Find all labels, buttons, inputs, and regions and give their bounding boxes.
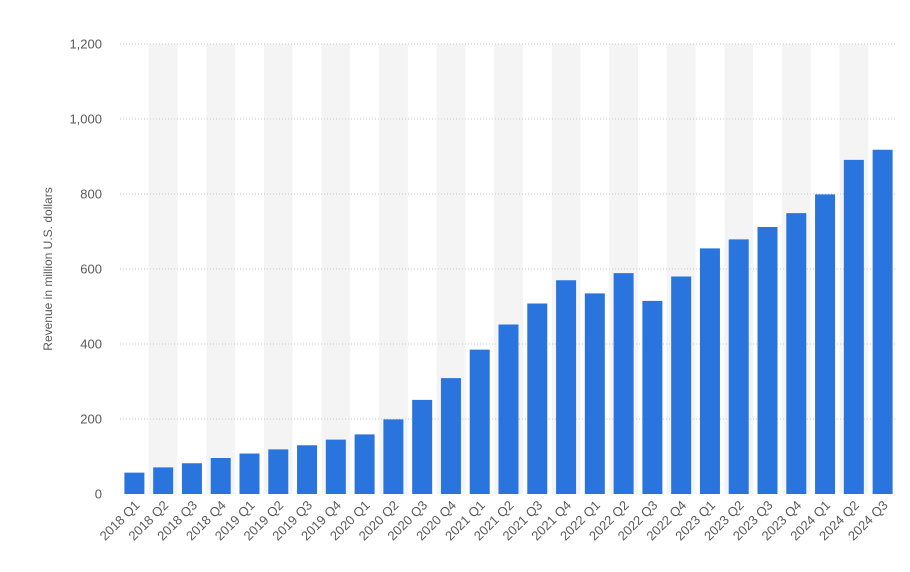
y-axis-title: Revenue in million U.S. dollars (41, 187, 55, 350)
bar (239, 453, 260, 494)
y-tick-label: 800 (80, 187, 102, 202)
bar (613, 273, 634, 495)
bar (268, 449, 289, 495)
bar (181, 463, 202, 494)
bar (786, 213, 807, 495)
bar (412, 399, 433, 495)
bar (699, 248, 720, 494)
y-tick-labels: 0 200 400 600 800 1,000 1,200 (69, 37, 102, 502)
bar (584, 293, 605, 495)
column-band (206, 44, 236, 494)
bar (210, 458, 231, 494)
bar (872, 149, 893, 494)
gridlines (120, 43, 897, 420)
y-tick-label: 1,200 (69, 37, 102, 52)
column-band (263, 44, 293, 494)
bar (440, 378, 461, 495)
bar (325, 439, 346, 495)
bar (843, 159, 864, 495)
bar (153, 467, 174, 495)
bar (671, 276, 692, 494)
bar (728, 239, 749, 494)
bar (498, 324, 519, 494)
bar (527, 303, 548, 494)
bar (354, 434, 375, 495)
bar (469, 349, 490, 495)
bar (297, 445, 318, 494)
bar (642, 300, 663, 495)
y-tick-label: 600 (80, 262, 102, 277)
y-tick-label: 0 (95, 487, 102, 502)
y-tick-label: 400 (80, 337, 102, 352)
bar (383, 419, 404, 495)
bars (124, 149, 893, 495)
bar (815, 194, 836, 495)
bar (124, 472, 145, 495)
y-tick-label: 1,000 (69, 112, 102, 127)
bar (757, 227, 778, 494)
bar (556, 280, 577, 494)
y-tick-label: 200 (80, 412, 102, 427)
